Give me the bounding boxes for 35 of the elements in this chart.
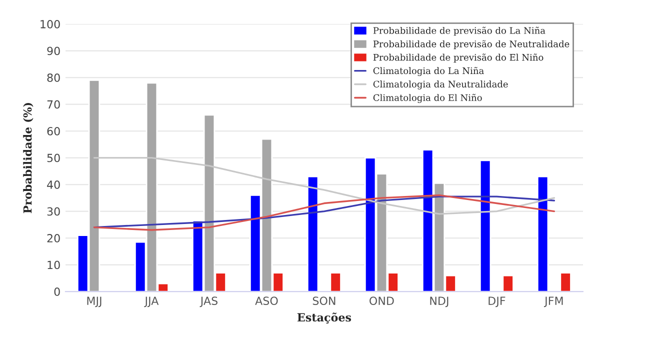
- x-tick-label: MJJ: [87, 296, 102, 308]
- y-tick-label: 80: [47, 73, 60, 82]
- bar: [330, 272, 342, 292]
- y-tick-label: 40: [47, 180, 60, 189]
- y-tick-label: 0: [54, 288, 60, 296]
- y-tick-label: 50: [47, 154, 60, 162]
- bar: [560, 272, 572, 292]
- legend-label: Probabilidade de previsão de Neutralidade: [373, 40, 570, 50]
- legend-label: Climatologia da Neutralidade: [373, 80, 508, 90]
- x-tick-label: ASO: [255, 296, 278, 306]
- legend-label: Climatologia do La Niña: [373, 67, 484, 76]
- y-tick-label: 70: [47, 100, 60, 109]
- x-tick-label: SON: [312, 296, 336, 306]
- y-tick-label: 20: [47, 234, 60, 242]
- legend-label: Climatologia do El Niño: [373, 94, 482, 103]
- legend-label: Probabilidade de previsão do El Niño: [373, 54, 544, 62]
- y-tick-label: 10: [48, 260, 60, 270]
- bar: [306, 176, 319, 292]
- x-tick-label: NDJ: [430, 296, 448, 308]
- bar: [536, 176, 549, 292]
- x-tick-label: JJA: [144, 296, 159, 308]
- x-tick-label: OND: [370, 296, 394, 306]
- y-axis-title: Probabilidade (%): [23, 102, 34, 214]
- x-tick-label: JAS: [200, 296, 218, 308]
- y-tick-label: 30: [47, 207, 60, 216]
- legend-label: Probabilidade de previsão do La Niña: [373, 26, 546, 36]
- x-tick-label: DJF: [488, 296, 506, 308]
- line-series: [93, 156, 556, 215]
- x-tick-label: JFM: [544, 296, 563, 308]
- y-tick-label: 100: [40, 20, 60, 28]
- bar: [502, 274, 514, 292]
- y-tick-label: 90: [47, 46, 60, 56]
- x-axis-title: Estações: [297, 312, 352, 324]
- bar: [479, 160, 492, 292]
- y-tick-label: 60: [47, 127, 60, 136]
